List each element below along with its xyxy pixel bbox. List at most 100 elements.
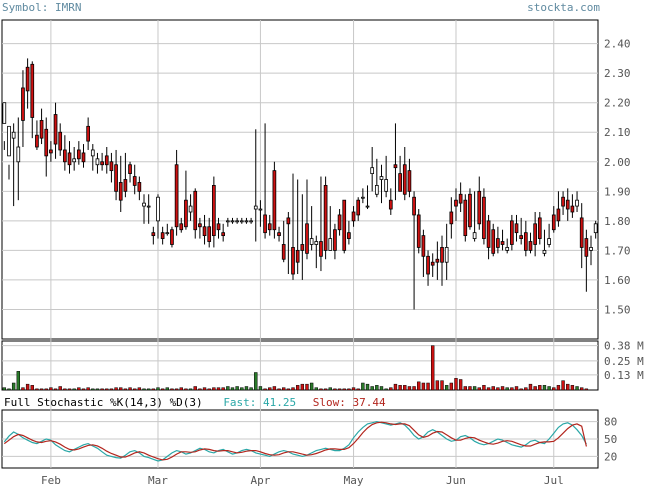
candle-down [407, 170, 412, 192]
volume-bar [342, 388, 346, 391]
volume-bar [258, 386, 263, 391]
volume-bar [81, 388, 86, 391]
candle-down [286, 217, 291, 225]
volume-bar [351, 387, 356, 391]
price-tick-label: 1.70 [604, 244, 631, 257]
candle-down [128, 164, 132, 174]
candle-up [593, 223, 598, 234]
volume-bar [165, 387, 169, 391]
volume-bar [11, 382, 16, 391]
candle-down [412, 196, 416, 216]
candle-down [551, 214, 556, 231]
candle-down [76, 149, 81, 160]
volume-bar [575, 386, 579, 391]
candle-down [132, 176, 137, 186]
month-tick-label: Apr [250, 474, 270, 486]
price-tick-label: 2.10 [604, 126, 631, 139]
candle-up [2, 102, 7, 124]
price-tick-label: 2.00 [604, 156, 631, 169]
candle-down [207, 226, 212, 242]
candle-down [533, 223, 537, 245]
candle-down [482, 196, 486, 239]
volume-bar [7, 388, 11, 391]
volume-bar [319, 388, 323, 391]
candle-down [347, 232, 351, 239]
volume-bar [458, 379, 463, 391]
candle-down [104, 155, 109, 166]
volume-bar [472, 386, 477, 391]
volume-bar [53, 388, 58, 391]
volume-bar [63, 388, 67, 391]
volume-bar [216, 387, 221, 391]
volume-bar [207, 388, 211, 391]
candle-down [319, 241, 323, 257]
candle-down [53, 114, 58, 145]
volume-bar [295, 385, 300, 391]
candle-down [49, 149, 53, 154]
month-tick-label: Jul [544, 474, 564, 486]
volume-bar [584, 388, 589, 391]
candle-down [449, 211, 454, 225]
candle-up [258, 208, 263, 211]
volume-bar [35, 388, 39, 391]
volume-bar [365, 383, 370, 391]
price-tick-label: 1.60 [604, 274, 631, 287]
stochastic-panel [3, 420, 587, 462]
candle-up [314, 241, 319, 245]
volume-bar [44, 388, 48, 391]
candle-down [170, 229, 174, 245]
volume-bar [272, 386, 277, 391]
site-label[interactable]: stockta.com [527, 1, 600, 14]
volume-bar [72, 388, 76, 391]
volume-bar [67, 388, 72, 391]
fast-line [3, 420, 587, 462]
volume-bar [212, 387, 216, 391]
volume-bar [496, 387, 500, 391]
stochastic-legend: Full Stochastic %K(14,3) %D(3) Fast: 41.… [4, 396, 386, 409]
volume-bar [128, 387, 132, 391]
volume-bar [528, 383, 533, 391]
volume-bar [454, 378, 458, 391]
volume-bar [384, 388, 388, 391]
volume-bar [156, 387, 160, 391]
volume-bar [123, 388, 128, 391]
volume-bar [235, 386, 239, 391]
candle-up [225, 220, 230, 223]
candle-up [156, 196, 160, 222]
volume-bar [333, 388, 337, 391]
candle-down [570, 205, 575, 213]
candle-down [528, 241, 533, 251]
volume-bar [552, 387, 556, 391]
volume-bar [580, 387, 584, 391]
candle-down [184, 199, 188, 228]
candle-up [249, 220, 253, 223]
candle-down [67, 152, 72, 166]
volume-bar [482, 385, 486, 391]
volume-bar [114, 387, 118, 391]
candle-down [198, 223, 202, 228]
volume-bar [49, 387, 53, 391]
candle-up [165, 232, 170, 235]
volume-panel [2, 345, 589, 391]
candle-down [30, 63, 35, 118]
price-tick-label: 2.40 [604, 38, 631, 51]
candle-up [365, 205, 370, 208]
volume-bar [379, 386, 384, 391]
candle-up [90, 149, 95, 157]
volume-bar [240, 387, 244, 391]
volume-bar [556, 385, 561, 391]
volume-bar [160, 388, 165, 391]
candle-up [11, 131, 16, 139]
volume-bar [221, 387, 225, 391]
volume-bar [375, 385, 379, 391]
month-tick-label: Mar [148, 474, 168, 486]
volume-bar [254, 372, 258, 391]
price-tick-label: 2.30 [604, 67, 631, 80]
candle-down [212, 185, 216, 237]
volume-bar [95, 388, 100, 391]
volume-bar [249, 387, 253, 391]
volume-bar [393, 383, 398, 391]
volume-bar [137, 387, 142, 391]
candle-up [472, 232, 477, 239]
candle-up [374, 185, 379, 195]
